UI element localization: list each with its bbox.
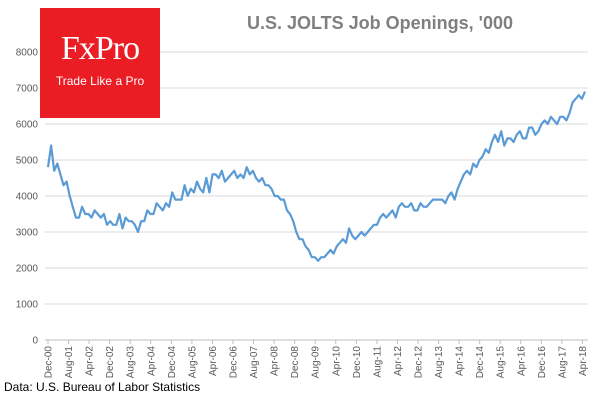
y-tick-label: 0 [32, 336, 38, 347]
x-tick-label: Apr-08 [270, 346, 281, 376]
y-tick-label: 1000 [16, 300, 39, 311]
logo-name: FxPro [60, 30, 140, 67]
logo-tagline: Trade Like a Pro [55, 74, 145, 88]
y-tick-label: 2000 [16, 264, 39, 275]
x-tick-label: Apr-06 [208, 346, 219, 376]
x-tick-label: Dec-08 [290, 346, 301, 379]
y-tick-label: 6000 [16, 120, 39, 131]
chart-title: U.S. JOLTS Job Openings, '000 [246, 13, 513, 33]
x-tick-label: Dec-16 [537, 346, 548, 379]
x-tick-label: Aug-03 [126, 346, 137, 379]
series-line-0 [46, 91, 587, 262]
x-tick-label: Apr-16 [516, 346, 527, 376]
x-tick-label: Dec-02 [105, 346, 116, 379]
y-tick-label: 8000 [16, 48, 39, 59]
x-tick-label: Aug-13 [434, 346, 445, 379]
x-tick-label: Aug-15 [496, 346, 507, 379]
x-tick-label: Aug-11 [372, 346, 383, 378]
y-axis-ticks: 0 1000 2000 3000 4000 5000 6000 7000 8000 [16, 48, 39, 347]
y-tick-label: 7000 [16, 84, 39, 95]
x-tick-label: Dec-04 [167, 346, 178, 379]
x-tick-label: Apr-10 [331, 346, 342, 376]
data-source: Data: U.S. Bureau of Labor Statistics [4, 380, 201, 394]
series-layer [46, 91, 587, 262]
x-tick-label: Apr-04 [146, 346, 157, 376]
x-tick-label: Apr-14 [455, 346, 466, 376]
x-tick-label: Aug-17 [557, 346, 568, 379]
x-tick-label: Aug-09 [311, 346, 322, 379]
x-axis-ticks: Dec-00 Aug-01 Apr-02 Dec-02 Aug-03 Apr-04 Dec-… [44, 340, 589, 378]
x-tick-label: Apr-18 [578, 346, 589, 376]
x-tick-label: Apr-02 [85, 346, 96, 376]
x-tick-label: Dec-06 [228, 346, 239, 379]
x-tick-label: Aug-05 [187, 346, 198, 379]
x-tick-label: Dec-00 [44, 346, 55, 379]
x-tick-label: Dec-10 [352, 346, 363, 379]
x-tick-label: Apr-12 [393, 346, 404, 376]
y-tick-label: 4000 [16, 192, 39, 203]
x-tick-label: Dec-12 [413, 346, 424, 379]
fxpro-logo: FxPro Trade Like a Pro [40, 8, 160, 118]
x-tick-label: Dec-14 [475, 346, 486, 379]
y-tick-label: 3000 [16, 228, 39, 239]
x-tick-label: Aug-01 [64, 346, 75, 379]
x-tick-label: Aug-07 [249, 346, 260, 379]
y-tick-label: 5000 [16, 156, 39, 167]
